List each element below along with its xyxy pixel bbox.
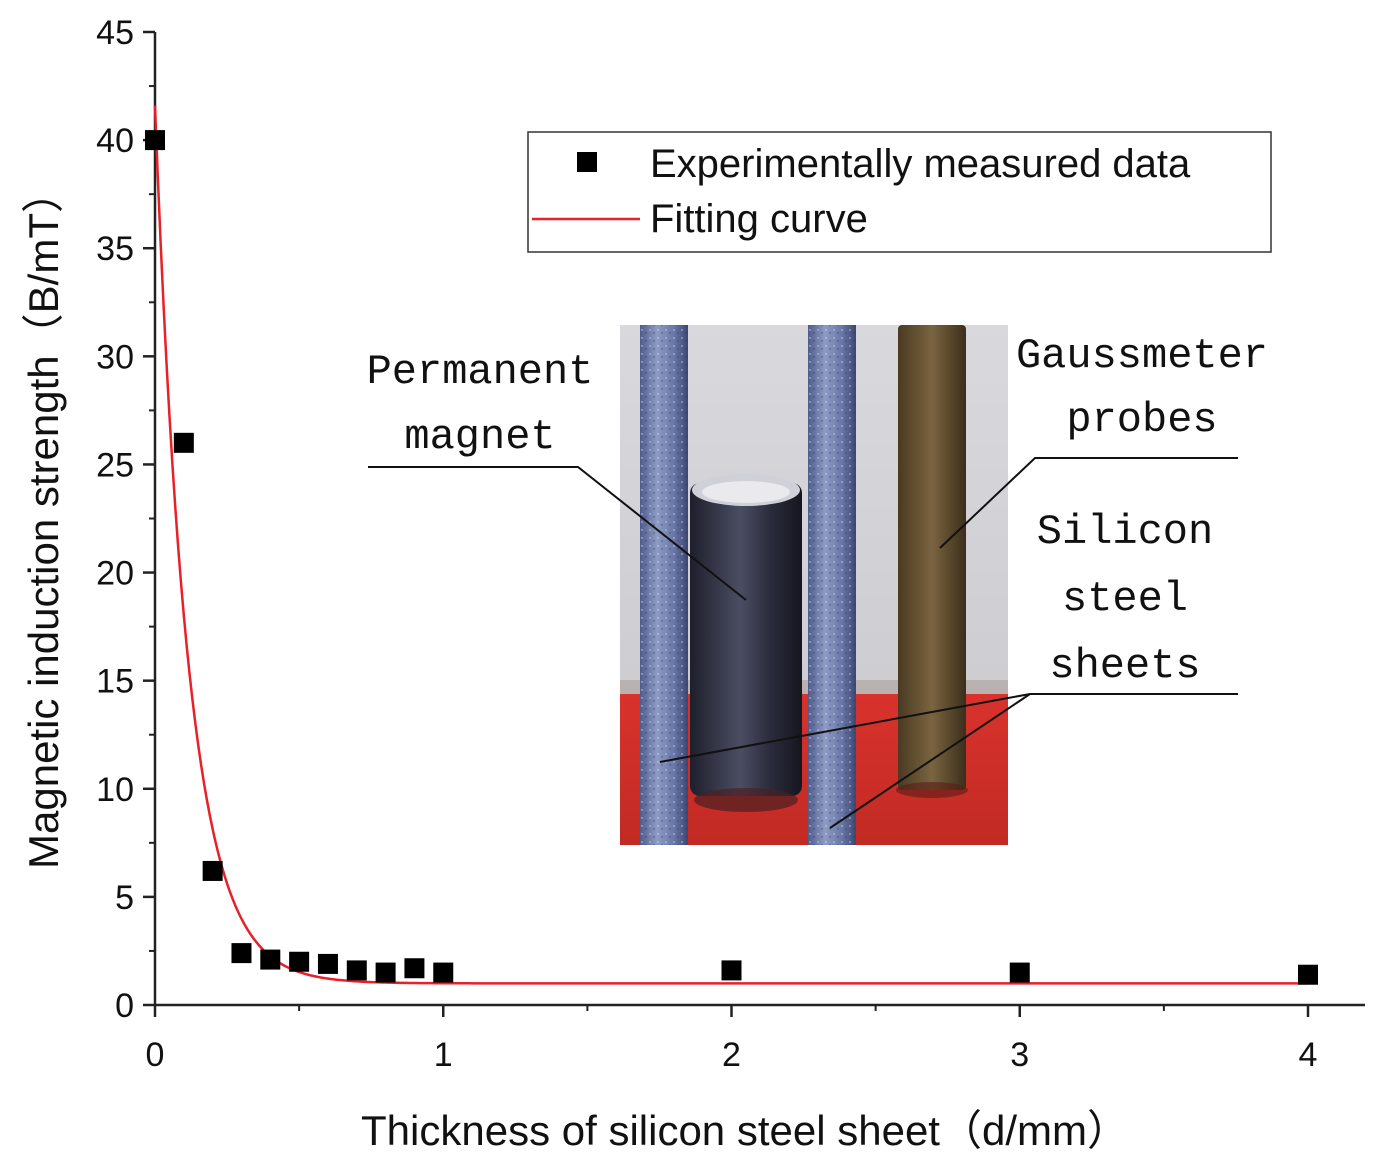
data-point <box>375 962 396 983</box>
legend: Experimentally measured data Fitting cur… <box>527 131 1272 253</box>
x-tick-label: 4 <box>1299 1036 1318 1074</box>
data-point <box>721 960 742 981</box>
label-gaussmeter: Gaussmeter <box>1016 332 1268 380</box>
y-tick-label: 5 <box>115 879 134 917</box>
label-sheets: sheets <box>1049 642 1200 690</box>
data-point <box>433 962 454 983</box>
y-tick-label: 45 <box>96 14 134 52</box>
leader-line-probe <box>939 457 1238 549</box>
data-points <box>145 130 1318 985</box>
y-tick-label: 20 <box>96 555 134 593</box>
data-point <box>317 953 338 974</box>
y-ticks: 0 5 10 15 20 25 30 35 40 45 <box>96 14 155 1025</box>
label-permanent: Permanent <box>367 348 594 396</box>
y-tick-label: 30 <box>96 338 134 376</box>
gaussmeter-probe <box>898 325 966 790</box>
y-tick-label: 25 <box>96 446 134 484</box>
data-point <box>202 860 223 881</box>
data-point <box>1298 964 1318 985</box>
steel-sheet-left-texture <box>640 325 688 845</box>
inset-photo: Permanent magnet Gaussmeter probes Silic… <box>367 325 1268 845</box>
data-point <box>346 960 367 981</box>
label-magnet: magnet <box>404 413 555 461</box>
label-steel: steel <box>1062 575 1188 623</box>
steel-sheet-right-texture <box>808 325 856 845</box>
x-axis-label: Thickness of silicon steel sheet（d/mm） <box>361 1107 1129 1154</box>
magnet-reflection <box>694 788 798 812</box>
plot-area <box>145 105 1318 985</box>
y-axis-label: Magnetic induction strength（B/mT） <box>20 171 67 869</box>
legend-label-fit: Fitting curve <box>650 197 868 241</box>
data-point <box>231 943 252 964</box>
y-tick-label: 40 <box>96 122 134 160</box>
magnet-top-inner <box>702 481 790 503</box>
data-point <box>145 130 165 151</box>
data-point <box>260 949 281 970</box>
label-probes: probes <box>1066 396 1217 444</box>
legend-label-measured: Experimentally measured data <box>650 142 1191 186</box>
legend-box <box>527 131 1272 253</box>
x-ticks: 0 1 2 3 4 <box>146 1005 1318 1074</box>
data-point <box>173 432 194 453</box>
data-point <box>404 958 425 979</box>
permanent-magnet <box>690 483 802 796</box>
leader-line-sheets-b <box>829 693 1031 829</box>
legend-marker-square <box>577 152 597 172</box>
y-tick-label: 15 <box>96 663 134 701</box>
data-point <box>289 951 310 972</box>
leader-line-magnet <box>368 466 747 601</box>
probe-base-shadow <box>896 782 968 798</box>
x-tick-label: 3 <box>1010 1036 1029 1074</box>
y-tick-label: 0 <box>115 987 134 1025</box>
fit-curve-line <box>153 105 1308 985</box>
label-silicon: Silicon <box>1037 508 1213 556</box>
y-tick-label: 35 <box>96 230 134 268</box>
y-tick-label: 10 <box>96 771 134 809</box>
data-point <box>1009 962 1030 983</box>
x-tick-label: 0 <box>146 1036 165 1074</box>
x-tick-label: 2 <box>722 1036 741 1074</box>
x-tick-label: 1 <box>434 1036 453 1074</box>
